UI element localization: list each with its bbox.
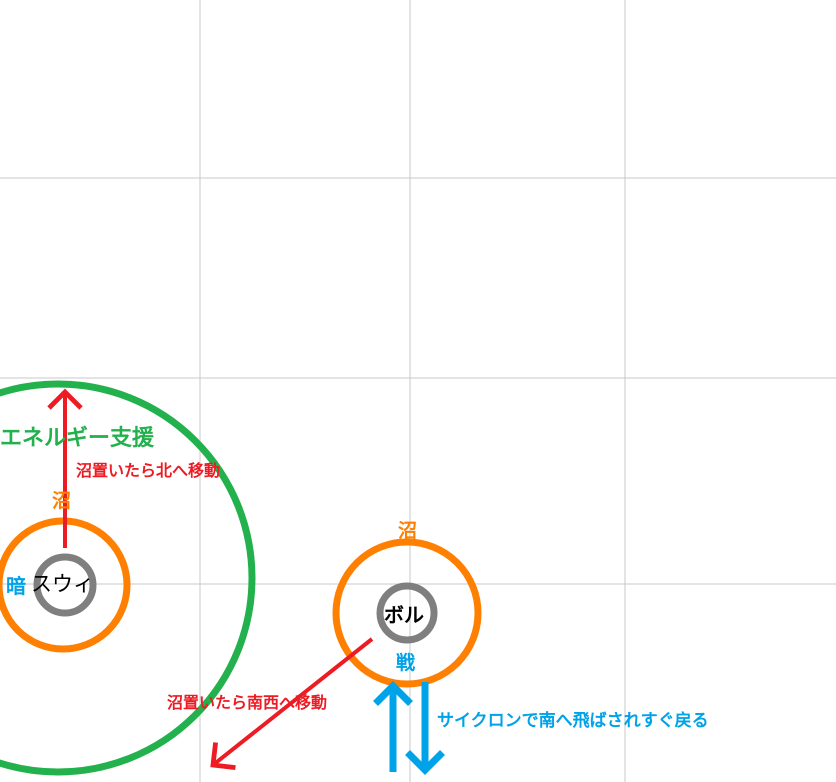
southwest-move-label: 沼置いたら南西へ移動 bbox=[167, 693, 328, 712]
battle-type-label: 戦 bbox=[396, 652, 416, 674]
swamp-label-right: 沼 bbox=[398, 520, 418, 542]
unit-circle-swui bbox=[33, 553, 97, 617]
unit-circle-bol bbox=[376, 582, 438, 644]
bol-unit-label: ボル bbox=[384, 603, 424, 627]
southwest-arrow bbox=[210, 637, 374, 770]
swamp-label-left: 沼 bbox=[52, 490, 72, 512]
energy-support-label: エネルギー支援 bbox=[0, 426, 155, 451]
swui-unit-label: スウィ bbox=[31, 572, 94, 596]
north-move-label: 沼置いたら北へ移動 bbox=[76, 461, 221, 480]
dark-type-label: 暗 bbox=[6, 574, 26, 598]
energy-support-range-circle bbox=[0, 380, 256, 776]
cyclone-label: サイクロンで南へ飛ばされすぐ戻る bbox=[437, 711, 709, 731]
